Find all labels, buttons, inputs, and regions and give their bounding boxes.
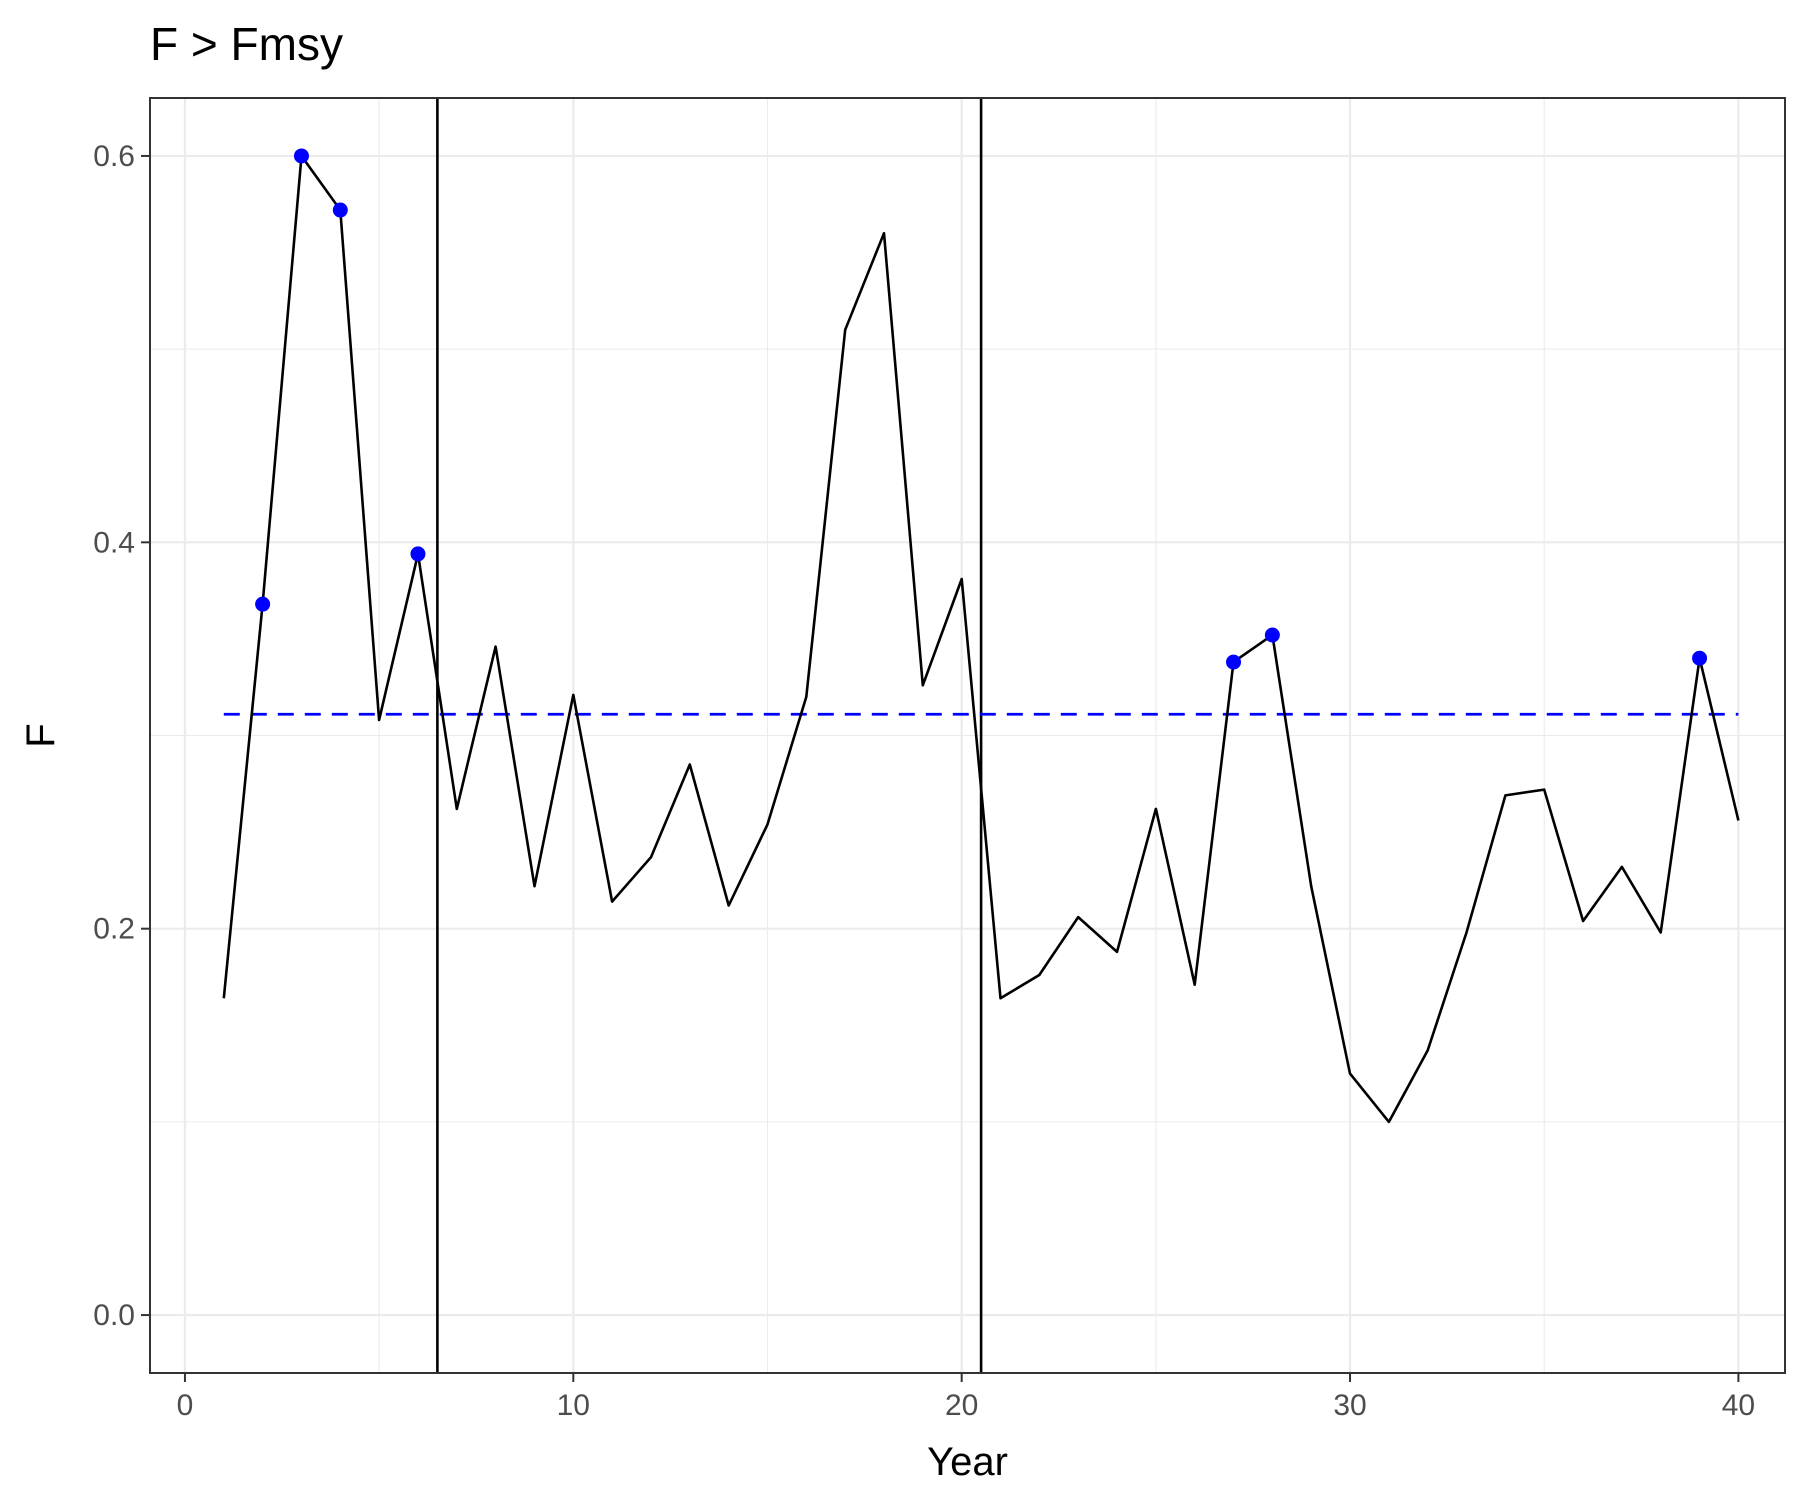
series-layer [222, 154, 1740, 1124]
series-line [222, 154, 1740, 1124]
highlight-point [1692, 650, 1708, 666]
highlight-point [255, 596, 271, 612]
x-tick-label: 40 [1722, 1389, 1755, 1422]
y-tick-label: 0.6 [93, 140, 135, 173]
y-tick-label: 0.4 [93, 526, 135, 559]
highlight-point [293, 148, 309, 164]
x-tick-label: 10 [557, 1389, 590, 1422]
highlight-point [1264, 627, 1280, 643]
highlight-point [332, 202, 348, 218]
y-axis-title: F [19, 723, 63, 747]
axis-ticks: 0 10 20 30 40 0.0 0.2 0.4 0.6 [93, 140, 1755, 1422]
x-tick-label: 20 [945, 1389, 978, 1422]
grid-lines [150, 98, 1785, 1373]
chart-title: F > Fmsy [150, 18, 343, 70]
vertical-reference-lines [436, 98, 983, 1373]
plot-panel-border [149, 97, 1786, 1374]
highlight-point [410, 546, 426, 562]
x-tick-label: 0 [177, 1389, 194, 1422]
y-tick-label: 0.0 [93, 1299, 135, 1332]
y-tick-label: 0.2 [93, 913, 135, 946]
x-axis-title: Year [927, 1440, 1008, 1484]
highlighted-points [255, 148, 1708, 670]
highlight-point [1226, 654, 1242, 670]
x-tick-label: 30 [1333, 1389, 1366, 1422]
